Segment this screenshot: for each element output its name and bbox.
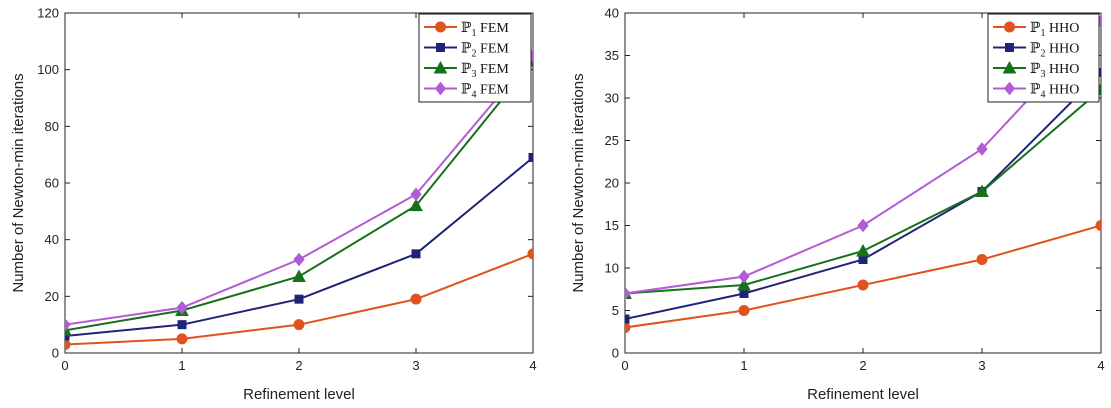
data-point (857, 279, 869, 291)
legend-marker (433, 60, 448, 74)
plot-area (625, 14, 1101, 333)
x-tick-label: 3 (412, 358, 419, 373)
y-tick-label: 20 (45, 289, 59, 304)
data-point (625, 322, 631, 333)
data-point (411, 249, 421, 259)
legend-label: ℙ2 FEM (461, 42, 509, 60)
legend-marker (1005, 43, 1014, 52)
x-tick-label: 1 (740, 358, 747, 373)
y-axis-title: Number of Newton-min iterations (570, 73, 587, 292)
legend: ℙ1 HHO ℙ2 HHO ℙ3 HHO ℙ4 HHO (987, 13, 1100, 103)
y-tick-label: 40 (605, 6, 619, 21)
x-tick-label: 0 (621, 358, 628, 373)
y-tick-label: 25 (605, 133, 619, 148)
data-point (739, 289, 749, 298)
legend-label: ℙ1 FEM (461, 21, 509, 39)
data-point (65, 339, 71, 350)
legend-marker (1003, 81, 1016, 96)
data-point (737, 277, 751, 291)
data-point (410, 187, 422, 202)
x-tick-label: 4 (529, 358, 536, 373)
legend-label: ℙ4 HHO (1030, 83, 1079, 101)
data-point (177, 320, 187, 330)
data-point (293, 319, 305, 331)
y-axis-title: Number of Newton-min iterations (10, 73, 27, 292)
data-point (528, 153, 533, 162)
data-point (410, 293, 422, 305)
legend-marker (434, 81, 447, 96)
data-point (409, 198, 423, 212)
legend-marker (436, 43, 445, 52)
data-point (975, 184, 989, 197)
data-point (625, 286, 631, 301)
data-point (527, 248, 533, 260)
x-tick-label: 2 (295, 358, 302, 373)
series-line (65, 156, 533, 337)
data-point (294, 294, 304, 304)
y-tick-label: 100 (37, 62, 59, 77)
legend-label: ℙ1 HHO (1030, 21, 1079, 39)
x-axis-title: Refinement level (807, 386, 919, 403)
x-tick-label: 4 (1097, 358, 1104, 373)
legend-label: ℙ3 FEM (461, 62, 509, 80)
data-point (738, 305, 750, 316)
data-point (625, 314, 630, 324)
data-point (65, 317, 71, 332)
data-point (293, 252, 305, 267)
series-line (625, 224, 1101, 329)
y-tick-label: 0 (612, 346, 619, 361)
plot-area (65, 48, 533, 350)
y-tick-label: 5 (612, 303, 619, 318)
y-tick-label: 40 (45, 232, 59, 247)
x-tick-label: 1 (178, 358, 185, 373)
y-tick-label: 20 (605, 176, 619, 191)
data-point (856, 243, 870, 257)
legend-marker (1002, 60, 1017, 74)
data-point (176, 300, 188, 315)
x-tick-label: 2 (859, 358, 866, 373)
data-point (857, 218, 869, 233)
x-tick-label: 3 (978, 358, 985, 373)
legend: ℙ1 FEM ℙ2 FEM ℙ3 FEM ℙ4 FEM (418, 13, 532, 103)
data-point (738, 269, 750, 284)
data-point (976, 254, 988, 265)
legend-label: ℙ2 HHO (1030, 42, 1079, 60)
legend-marker (1004, 21, 1015, 33)
data-point (976, 142, 988, 156)
x-tick-label: 0 (61, 358, 68, 373)
y-tick-label: 15 (605, 218, 619, 233)
legend-label: ℙ3 HHO (1030, 62, 1079, 80)
data-point (65, 331, 70, 341)
data-point (1095, 220, 1101, 231)
y-tick-label: 120 (37, 6, 59, 21)
data-point (176, 333, 188, 345)
x-axis-title: Refinement level (243, 386, 355, 403)
y-tick-label: 80 (45, 119, 59, 134)
y-tick-label: 60 (45, 176, 59, 191)
data-point (858, 255, 868, 264)
data-point (292, 269, 306, 282)
y-tick-label: 35 (605, 48, 619, 63)
y-tick-label: 30 (605, 91, 619, 106)
y-tick-label: 0 (52, 346, 59, 361)
legend-label: ℙ4 FEM (461, 83, 509, 101)
y-tick-label: 10 (605, 261, 619, 276)
legend-marker (435, 21, 446, 33)
